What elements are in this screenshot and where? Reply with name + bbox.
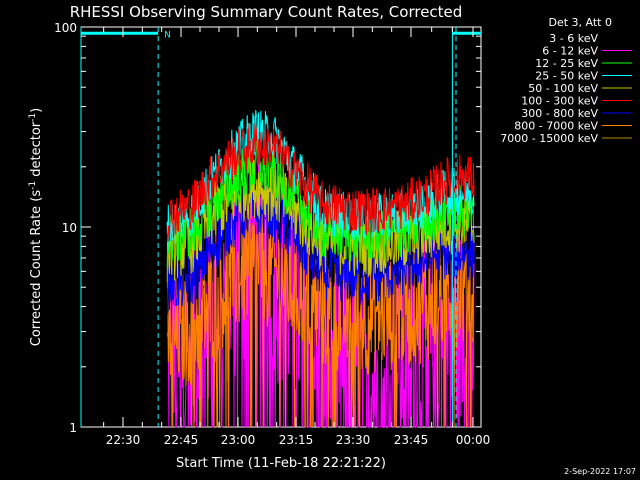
x-tick-label-3: 23:15 (279, 433, 314, 447)
axis-layer: 1 10 100 22:30 22:45 23:00 23:15 23:30 23:45 00:0… (54, 21, 490, 447)
legend-label-4: 50 - 100 keV (528, 82, 598, 95)
x-tick-label-5: 23:45 (394, 433, 429, 447)
legend-label-7: 800 - 7000 keV (514, 120, 598, 133)
footer-date: 2-Sep-2022 17:07 (564, 467, 636, 476)
series-line-800-7000-kev (166, 207, 475, 428)
y-axis-label-sup1: -1 (28, 181, 38, 190)
night-label: N (164, 30, 171, 40)
legend-label-3: 25 - 50 keV (535, 70, 598, 83)
x-axis-label: Start Time (11-Feb-18 22:21:22) (176, 456, 386, 471)
series-layer (166, 109, 475, 428)
legend-label-1: 6 - 12 keV (542, 45, 598, 58)
x-tick-label-1: 22:45 (164, 433, 199, 447)
x-tick-label-0: 22:30 (106, 433, 141, 447)
y-axis-label: Corrected Count Rate (s-1 detector-1) (28, 108, 44, 346)
y-axis-label-sup2: -1 (28, 113, 38, 122)
legend-label-8: 7000 - 15000 keV (500, 132, 598, 145)
legend-label-2: 12 - 25 keV (535, 57, 598, 70)
x-tick-label-4: 23:30 (336, 433, 371, 447)
y-axis-label-main: Corrected Count Rate (s (29, 190, 44, 347)
chart-title: RHESSI Observing Summary Count Rates, Co… (70, 3, 463, 21)
legend-label-5: 100 - 300 keV (521, 95, 598, 108)
y-tick-label-0: 1 (69, 421, 77, 435)
legend-title: Det 3, Att 0 (549, 16, 613, 29)
y-tick-label-1: 10 (62, 221, 77, 235)
x-tick-label-6: 00:00 (456, 433, 491, 447)
y-axis-label-end: ) (29, 108, 44, 113)
legend-label-6: 300 - 800 keV (521, 107, 598, 120)
x-tick-label-2: 23:00 (221, 433, 256, 447)
y-axis-label-mid: detector (29, 121, 44, 181)
series-line-100-300-kev (166, 123, 475, 242)
legend-label-0: 3 - 6 keV (549, 32, 598, 45)
y-tick-label-2: 100 (54, 21, 77, 35)
